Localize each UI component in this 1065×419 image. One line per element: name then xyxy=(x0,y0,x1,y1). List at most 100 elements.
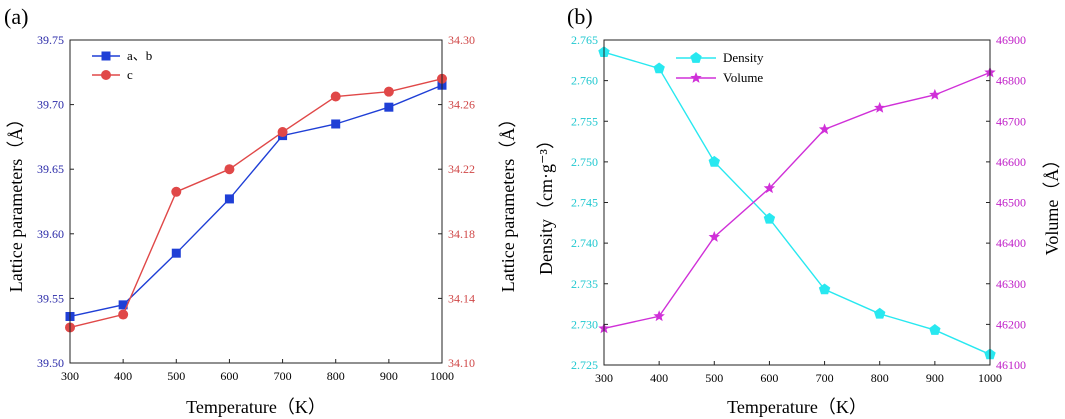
data-point xyxy=(118,300,128,310)
panel-b-x-axis-title: Temperature（K） xyxy=(727,397,867,417)
legend-label: Volume xyxy=(723,70,763,85)
panel-a-x-axis-title: Temperature（K） xyxy=(186,397,326,417)
data-point xyxy=(331,119,341,129)
data-point xyxy=(224,194,234,204)
legend-entry: a、b xyxy=(92,48,152,63)
left-y-tick-label: 39.70 xyxy=(37,98,64,112)
left-y-tick-label: 2.750 xyxy=(571,155,598,169)
left-y-tick-label: 39.65 xyxy=(37,162,64,176)
legend-entry: Density xyxy=(676,50,764,65)
legend-entry: Volume xyxy=(676,70,763,85)
panel-b-right-axis-title: Volume（Å） xyxy=(1042,151,1062,256)
right-y-tick-label: 34.18 xyxy=(448,227,475,241)
legend-entry: c xyxy=(92,67,133,82)
data-point xyxy=(929,88,941,100)
series-0 xyxy=(598,46,996,360)
series-line xyxy=(603,51,991,356)
panel-b-legend: Density Volume xyxy=(676,50,764,85)
right-y-tick-label: 46500 xyxy=(996,196,1026,210)
data-point xyxy=(118,309,129,320)
legend-marker xyxy=(690,52,702,63)
legend-marker xyxy=(690,72,702,83)
x-tick-label: 900 xyxy=(926,371,944,385)
panel-b-left-axis-title: Density（cm·g⁻³） xyxy=(536,131,556,275)
data-point xyxy=(874,101,886,113)
data-point xyxy=(383,86,394,97)
legend-marker xyxy=(101,70,111,80)
right-y-tick-label: 34.10 xyxy=(448,356,475,370)
panel-b-left-ticks: 2.725 2.730 2.735 2.740 2.745 2.750 2.755 2.760… xyxy=(571,33,608,372)
data-point xyxy=(874,307,886,319)
right-y-tick-label: 46700 xyxy=(996,114,1026,128)
right-y-tick-label: 46300 xyxy=(996,277,1026,291)
right-y-tick-label: 46200 xyxy=(996,317,1026,331)
panel-a-right-ticks: 34.10 34.14 34.18 34.22 34.26 34.30 xyxy=(438,33,475,370)
data-point xyxy=(708,155,720,167)
panel-a-plot xyxy=(65,73,447,333)
left-y-tick-label: 2.765 xyxy=(571,33,598,47)
legend-label: c xyxy=(127,67,133,82)
panel-a-right-axis-title: Lattice parameters（Å） xyxy=(498,110,518,292)
panel-b-x-ticks: 300 400 500 600 700 800 900 1000 xyxy=(595,361,1002,385)
right-y-tick-label: 46600 xyxy=(996,155,1026,169)
panel-a-frame xyxy=(69,39,443,364)
legend-label: a、b xyxy=(127,48,152,63)
data-point xyxy=(224,164,235,175)
series-line xyxy=(603,71,991,330)
x-tick-label: 400 xyxy=(114,369,132,383)
x-tick-label: 900 xyxy=(380,369,398,383)
left-y-tick-label: 39.75 xyxy=(37,33,64,47)
right-y-tick-label: 34.14 xyxy=(448,291,475,305)
left-y-tick-label: 2.725 xyxy=(571,358,598,372)
right-y-tick-label: 34.22 xyxy=(448,162,475,176)
data-point xyxy=(171,186,182,197)
data-point xyxy=(763,182,776,194)
right-y-tick-label: 46900 xyxy=(996,33,1026,47)
x-tick-label: 300 xyxy=(61,369,79,383)
x-tick-label: 300 xyxy=(595,371,613,385)
panel-b-label: (b) xyxy=(567,4,593,29)
x-tick-label: 1000 xyxy=(430,369,454,383)
right-y-tick-label: 46400 xyxy=(996,236,1026,250)
panel-b-plot xyxy=(598,46,996,360)
x-tick-label: 600 xyxy=(220,369,238,383)
right-y-tick-label: 46100 xyxy=(996,358,1026,372)
left-y-tick-label: 39.50 xyxy=(37,356,64,370)
x-tick-label: 500 xyxy=(705,371,723,385)
left-y-tick-label: 2.745 xyxy=(571,196,598,210)
left-y-tick-label: 2.760 xyxy=(571,74,598,88)
series-line xyxy=(69,84,443,318)
data-point xyxy=(653,62,665,74)
data-point xyxy=(384,102,394,112)
panel-b-frame xyxy=(603,39,991,366)
panel-a-left-axis-title: Lattice parameters（Å） xyxy=(6,110,26,292)
data-point xyxy=(818,283,831,295)
right-y-tick-label: 34.26 xyxy=(448,98,475,112)
data-point xyxy=(818,123,831,135)
series-line xyxy=(69,78,443,329)
panel-a-label: (a) xyxy=(4,4,28,29)
panel-a-x-ticks: 300 400 500 600 700 800 900 1000 xyxy=(61,359,454,383)
series-1 xyxy=(598,66,996,334)
left-y-tick-label: 2.740 xyxy=(571,236,598,250)
panel-b: (b) 300 400 500 600 700 800 900 1000 2.725 2.730… xyxy=(536,4,1062,417)
data-point xyxy=(763,212,776,224)
legend-label: Density xyxy=(723,50,764,65)
x-tick-label: 700 xyxy=(816,371,834,385)
legend-marker xyxy=(101,51,111,61)
panel-a-left-ticks: 39.50 39.55 39.60 39.65 39.70 39.75 xyxy=(37,33,74,370)
right-y-tick-label: 46800 xyxy=(996,74,1026,88)
left-y-tick-label: 2.735 xyxy=(571,277,598,291)
panel-a: (a) 300 400 500 600 700 800 900 1000 39.50 39.55… xyxy=(4,4,518,417)
left-y-tick-label: 2.755 xyxy=(571,114,598,128)
series-0 xyxy=(65,80,447,321)
right-y-tick-label: 34.30 xyxy=(448,33,475,47)
x-tick-label: 400 xyxy=(650,371,668,385)
x-tick-label: 700 xyxy=(274,369,292,383)
data-point xyxy=(929,324,941,335)
data-point xyxy=(330,91,341,102)
x-tick-label: 800 xyxy=(327,369,345,383)
x-tick-label: 1000 xyxy=(978,371,1002,385)
panel-b-right-ticks: 46100 46200 46300 46400 46500 46600 46700 46800… xyxy=(986,33,1026,372)
